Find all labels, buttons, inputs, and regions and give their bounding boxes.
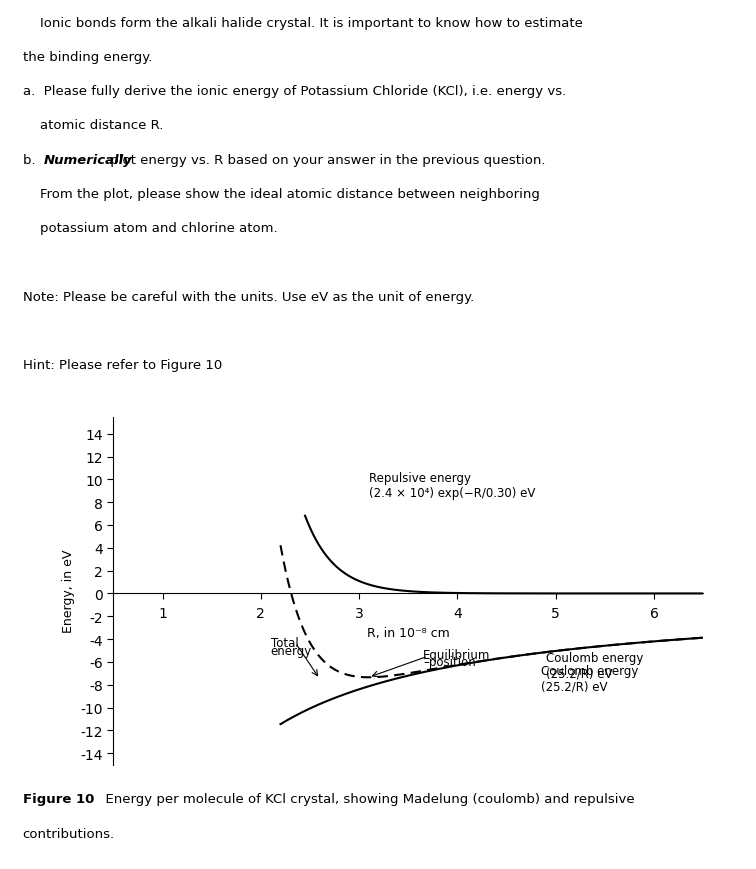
Text: Note: Please be careful with the units. Use eV as the unit of energy.: Note: Please be careful with the units. … <box>23 290 474 303</box>
X-axis label: R, in 10⁻⁸ cm: R, in 10⁻⁸ cm <box>367 626 450 639</box>
Text: energy: energy <box>271 644 312 657</box>
Text: the binding energy.: the binding energy. <box>23 51 152 64</box>
Text: potassium atom and chlorine atom.: potassium atom and chlorine atom. <box>23 222 277 235</box>
Text: Numerically: Numerically <box>44 154 132 167</box>
Text: a.  Please fully derive the ionic energy of Potassium Chloride (KCl), i.e. energ: a. Please fully derive the ionic energy … <box>23 85 566 98</box>
Text: Hint: Please refer to Figure 10: Hint: Please refer to Figure 10 <box>23 359 222 372</box>
Text: Coulomb energy
(25.2/R) eV: Coulomb energy (25.2/R) eV <box>546 652 643 680</box>
Text: Equilibrium: Equilibrium <box>423 648 491 661</box>
Text: plot energy vs. R based on your answer in the previous question.: plot energy vs. R based on your answer i… <box>106 154 545 167</box>
Text: Repulsive energy
(2.4 × 10⁴) exp(−R/0.30) eV: Repulsive energy (2.4 × 10⁴) exp(−R/0.30… <box>369 472 535 500</box>
Text: Figure 10: Figure 10 <box>23 793 94 806</box>
Y-axis label: Energy, in eV: Energy, in eV <box>62 549 75 633</box>
Text: Energy per molecule of KCl crystal, showing Madelung (coulomb) and repulsive: Energy per molecule of KCl crystal, show… <box>98 793 635 806</box>
Text: contributions.: contributions. <box>23 827 115 840</box>
Text: –position: –position <box>423 655 476 668</box>
Text: Total: Total <box>271 636 299 649</box>
Text: From the plot, please show the ideal atomic distance between neighboring: From the plot, please show the ideal ato… <box>23 188 540 201</box>
Text: atomic distance R.: atomic distance R. <box>23 119 163 132</box>
Text: b.: b. <box>23 154 44 167</box>
Text: Coulomb energy
(25.2/R) eV: Coulomb energy (25.2/R) eV <box>541 665 638 693</box>
Text: Ionic bonds form the alkali halide crystal. It is important to know how to estim: Ionic bonds form the alkali halide cryst… <box>23 17 583 30</box>
